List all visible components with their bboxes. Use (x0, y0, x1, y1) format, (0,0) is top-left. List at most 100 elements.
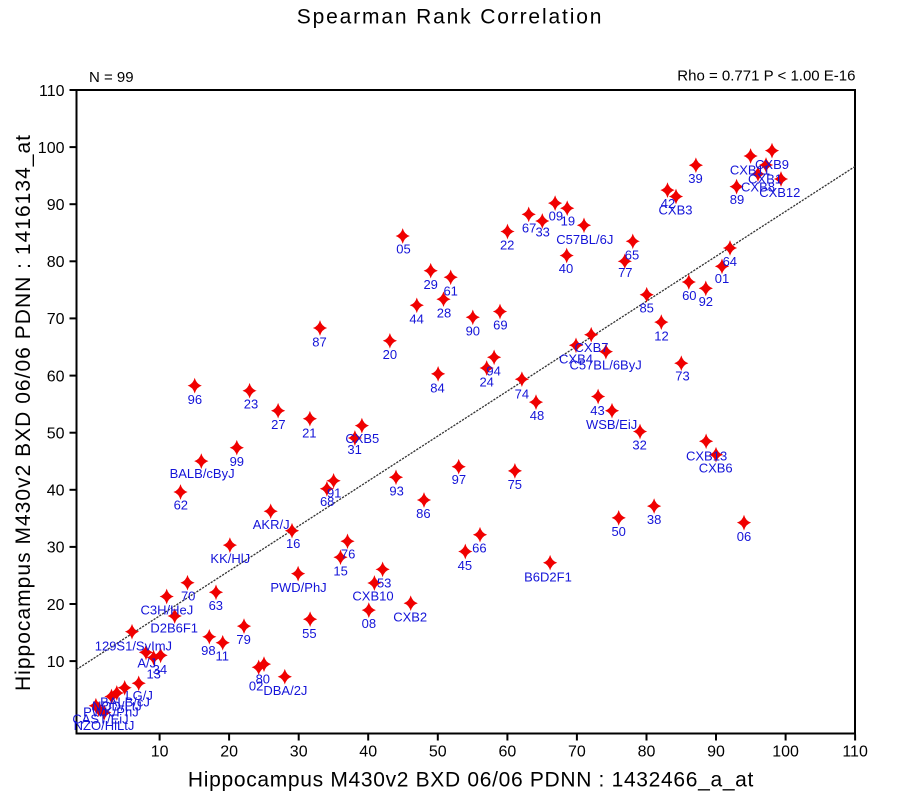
svg-text:08: 08 (362, 616, 376, 631)
svg-text:42: 42 (661, 196, 675, 211)
svg-text:CXB13: CXB13 (686, 449, 727, 464)
svg-text:79: 79 (236, 632, 250, 647)
svg-text:38: 38 (647, 512, 661, 527)
svg-text:12: 12 (654, 328, 668, 343)
svg-text:93: 93 (389, 483, 403, 498)
svg-text:89: 89 (730, 192, 744, 207)
svg-text:34: 34 (153, 662, 167, 677)
svg-text:44: 44 (409, 312, 423, 327)
svg-text:40: 40 (559, 261, 573, 276)
svg-text:22: 22 (500, 238, 514, 253)
svg-text:Hippocampus M430v2 BXD 06/06 P: Hippocampus M430v2 BXD 06/06 PDNN : 1416… (12, 134, 35, 691)
svg-text:D2B6F1: D2B6F1 (150, 621, 198, 636)
svg-text:CXB5: CXB5 (345, 431, 379, 446)
svg-text:66: 66 (472, 541, 486, 556)
svg-text:PWK/PhJ: PWK/PhJ (83, 704, 139, 719)
svg-text:55: 55 (302, 626, 316, 641)
svg-text:32: 32 (632, 438, 646, 453)
svg-text:05: 05 (396, 242, 410, 257)
svg-text:99: 99 (230, 454, 244, 469)
svg-text:60: 60 (47, 368, 65, 385)
svg-text:BALB/cByJ: BALB/cByJ (170, 466, 235, 481)
svg-text:24: 24 (479, 374, 493, 389)
svg-text:C3H/HeJ: C3H/HeJ (141, 603, 194, 618)
svg-text:NZO/HlLtJ: NZO/HlLtJ (74, 718, 135, 733)
svg-text:27: 27 (271, 417, 285, 432)
svg-text:87: 87 (312, 334, 326, 349)
svg-text:B6D2F1: B6D2F1 (524, 570, 572, 585)
svg-text:70: 70 (47, 311, 65, 328)
svg-text:60: 60 (499, 744, 517, 761)
svg-text:CXB3: CXB3 (659, 203, 693, 218)
svg-text:53: 53 (377, 575, 391, 590)
svg-text:N = 99: N = 99 (89, 69, 134, 86)
svg-text:19: 19 (561, 213, 575, 228)
svg-text:80: 80 (47, 254, 65, 271)
svg-text:90: 90 (707, 744, 725, 761)
svg-text:98: 98 (201, 643, 215, 658)
svg-text:09: 09 (549, 208, 563, 223)
svg-text:90: 90 (466, 323, 480, 338)
svg-text:CXB11: CXB11 (730, 163, 770, 178)
svg-text:11: 11 (215, 648, 229, 663)
svg-text:WSB/EiJ: WSB/EiJ (586, 417, 637, 432)
svg-text:CXB12: CXB12 (759, 185, 800, 200)
svg-text:70: 70 (181, 589, 195, 604)
svg-text:45: 45 (458, 558, 472, 573)
svg-text:65: 65 (625, 248, 639, 263)
svg-text:CXB9: CXB9 (755, 157, 789, 172)
svg-text:KK/HlJ: KK/HlJ (210, 551, 250, 566)
svg-text:06: 06 (737, 529, 751, 544)
svg-text:60: 60 (682, 288, 696, 303)
svg-text:PWD/PhJ: PWD/PhJ (270, 580, 326, 595)
svg-text:20: 20 (383, 347, 397, 362)
svg-text:62: 62 (174, 498, 188, 513)
svg-text:77: 77 (618, 265, 632, 280)
svg-text:01: 01 (715, 271, 729, 286)
svg-text:80: 80 (638, 744, 656, 761)
svg-text:90: 90 (47, 197, 65, 214)
svg-text:84: 84 (430, 380, 444, 395)
svg-text:C57BL/6J: C57BL/6J (556, 232, 613, 247)
svg-text:68: 68 (320, 494, 334, 509)
svg-text:10: 10 (151, 744, 169, 761)
svg-text:50: 50 (47, 426, 65, 443)
svg-text:73: 73 (675, 369, 689, 384)
svg-text:Rho = 0.771 P < 1.00 E-16: Rho = 0.771 P < 1.00 E-16 (677, 68, 855, 85)
svg-text:48: 48 (530, 408, 544, 423)
svg-text:86: 86 (416, 506, 430, 521)
svg-text:20: 20 (220, 744, 238, 761)
svg-text:63: 63 (209, 598, 223, 613)
svg-text:10: 10 (47, 654, 65, 671)
svg-text:129S1/SvImJ: 129S1/SvImJ (95, 638, 172, 653)
svg-text:NOD/LtJ: NOD/LtJ (92, 699, 142, 714)
svg-text:31: 31 (347, 442, 361, 457)
svg-text:CXB7: CXB7 (575, 340, 609, 355)
svg-text:23: 23 (244, 396, 258, 411)
svg-text:Hippocampus M430v2 BXD 06/06 P: Hippocampus M430v2 BXD 06/06 PDNN : 1432… (188, 768, 754, 791)
svg-text:40: 40 (359, 744, 377, 761)
svg-text:33: 33 (535, 225, 549, 240)
svg-text:92: 92 (699, 294, 713, 309)
svg-text:64: 64 (723, 254, 737, 269)
svg-text:DBA/2J: DBA/2J (263, 683, 307, 698)
svg-text:43: 43 (590, 403, 604, 418)
svg-text:16: 16 (286, 536, 300, 551)
svg-text:Spearman Rank Correlation: Spearman Rank Correlation (297, 6, 604, 29)
svg-text:39: 39 (688, 171, 702, 186)
svg-text:13: 13 (146, 666, 160, 681)
svg-text:94: 94 (486, 364, 500, 379)
svg-text:67: 67 (522, 220, 536, 235)
svg-text:BALB/cJ: BALB/cJ (100, 694, 150, 709)
svg-text:110: 110 (842, 744, 868, 761)
svg-text:LG/J: LG/J (125, 688, 152, 703)
svg-text:40: 40 (47, 483, 65, 500)
svg-text:20: 20 (47, 597, 65, 614)
svg-text:50: 50 (611, 524, 625, 539)
svg-text:80: 80 (256, 671, 270, 686)
svg-text:CXB4: CXB4 (559, 352, 593, 367)
svg-text:85: 85 (639, 300, 653, 315)
svg-text:A/J: A/J (137, 656, 156, 671)
svg-text:100: 100 (772, 744, 799, 761)
svg-text:50: 50 (429, 744, 447, 761)
